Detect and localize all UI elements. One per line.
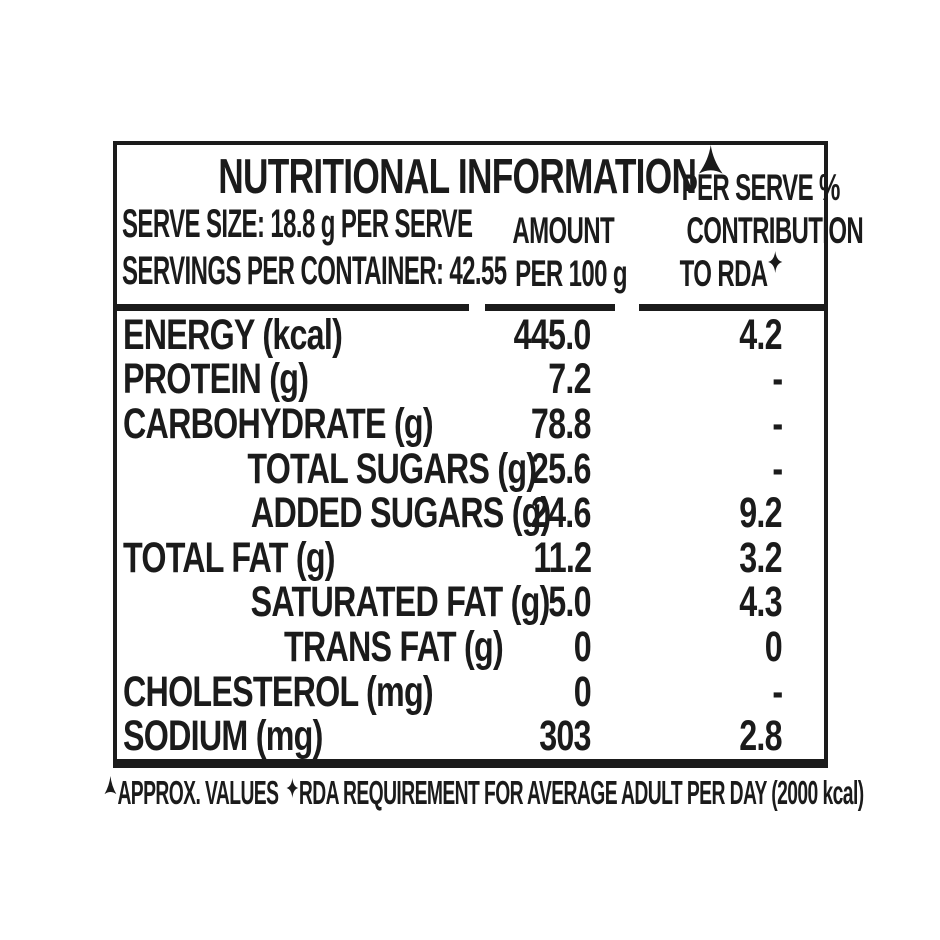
row-protein: PROTEIN (g) 7.2 - bbox=[117, 358, 824, 403]
row-total-fat: TOTAL FAT (g) 11.2 3.2 bbox=[117, 536, 824, 581]
serve-size-text: SERVE SIZE: 18.8 g PER SERVE bbox=[122, 202, 473, 246]
nutrient-rda-percent: 3.2 bbox=[739, 533, 782, 582]
row-saturated-fat: SATURATED FAT (g) 5.0 4.3 bbox=[117, 581, 824, 626]
row-cholesterol: CHOLESTEROL (mg) 0 - bbox=[117, 670, 824, 715]
nutrient-name: SATURATED FAT (g) bbox=[250, 578, 551, 627]
nutrient-rda-percent: 4.3 bbox=[739, 578, 782, 627]
amount-header-line2: PER 100 g bbox=[515, 253, 627, 294]
nutrient-amount: 445.0 bbox=[514, 310, 592, 359]
footnote-rda-requirement: RDA REQUIREMENT FOR AVERAGE ADULT PER DA… bbox=[298, 774, 864, 811]
nutrient-rda-percent: 2.8 bbox=[739, 712, 782, 761]
footnotes: APPROX. VALUES RDA REQUIREMENT FOR AVERA… bbox=[104, 776, 940, 809]
servings-per-container-text: SERVINGS PER CONTAINER: 42.55 bbox=[122, 249, 507, 293]
nutrient-rda-percent: 0 bbox=[764, 622, 783, 671]
panel-title: NUTRITIONAL INFORMATION bbox=[217, 149, 697, 204]
nutrient-name: TOTAL SUGARS (g) bbox=[247, 444, 537, 493]
nutrient-amount: 78.8 bbox=[531, 399, 592, 448]
nutrient-name: ADDED SUGARS (g) bbox=[250, 489, 552, 538]
header-amount-per-100g: AMOUNT PER 100 g bbox=[485, 203, 628, 311]
table-header: SERVE SIZE: 18.8 g PER SERVE SERVINGS PE… bbox=[117, 169, 864, 311]
nutrient-rda-percent: 4.2 bbox=[739, 310, 782, 359]
nutrient-amount: 25.6 bbox=[531, 444, 592, 493]
header-serving-info: SERVE SIZE: 18.8 g PER SERVE SERVINGS PE… bbox=[117, 202, 507, 311]
nutrient-amount: 24.6 bbox=[531, 489, 592, 538]
nutrient-name: ENERGY (kcal) bbox=[123, 310, 343, 359]
nutrient-rda-percent: - bbox=[772, 355, 783, 404]
nutrition-facts-panel: NUTRITIONAL INFORMATION SERVE SIZE: 18.8… bbox=[113, 141, 864, 768]
three-pointed-star-icon bbox=[698, 144, 723, 174]
panel-title-row: NUTRITIONAL INFORMATION bbox=[117, 144, 824, 204]
nutrient-amount: 7.2 bbox=[548, 355, 591, 404]
three-pointed-star-icon bbox=[104, 776, 117, 795]
rda-header-line2: CONTRIBUTION bbox=[686, 210, 864, 251]
nutrient-name: CHOLESTEROL (mg) bbox=[123, 667, 434, 716]
footnote-approx-values: APPROX. VALUES bbox=[117, 774, 279, 811]
rda-header-line3: TO RDA bbox=[680, 253, 769, 294]
nutrient-rda-percent: - bbox=[772, 399, 783, 448]
four-pointed-star-icon bbox=[286, 777, 299, 798]
nutrient-amount: 5.0 bbox=[548, 578, 591, 627]
row-carbohydrate: CARBOHYDRATE (g) 78.8 - bbox=[117, 402, 824, 447]
row-added-sugars: ADDED SUGARS (g) 24.6 9.2 bbox=[117, 491, 824, 536]
nutrient-amount: 0 bbox=[573, 667, 592, 716]
nutrient-name: TRANS FAT (g) bbox=[284, 622, 504, 671]
row-trans-fat: TRANS FAT (g) 0 0 bbox=[117, 625, 824, 670]
row-sodium: SODIUM (mg) 303 2.8 bbox=[117, 714, 824, 759]
nutrient-name: PROTEIN (g) bbox=[123, 355, 309, 404]
nutrient-rda-percent: 9.2 bbox=[739, 489, 782, 538]
row-energy: ENERGY (kcal) 445.0 4.2 bbox=[117, 313, 824, 358]
nutrient-table-body: ENERGY (kcal) 445.0 4.2 PROTEIN (g) 7.2 … bbox=[117, 311, 824, 759]
header-per-serve-rda: PER SERVE % CONTRIBUTION TO RDA bbox=[639, 169, 864, 311]
row-total-sugars: TOTAL SUGARS (g) 25.6 - bbox=[117, 447, 824, 492]
nutrient-amount: 11.2 bbox=[533, 533, 592, 582]
nutrient-name: TOTAL FAT (g) bbox=[123, 533, 336, 582]
four-pointed-star-icon bbox=[768, 251, 783, 273]
nutrient-rda-percent: - bbox=[772, 667, 783, 716]
nutrient-amount: 303 bbox=[539, 712, 591, 761]
nutrient-name: SODIUM (mg) bbox=[123, 712, 323, 761]
amount-header-line1: AMOUNT bbox=[512, 210, 615, 251]
nutrient-amount: 0 bbox=[573, 622, 592, 671]
nutrient-name: CARBOHYDRATE (g) bbox=[123, 399, 434, 448]
nutrient-rda-percent: - bbox=[772, 444, 783, 493]
rda-header-line1: PER SERVE % bbox=[681, 167, 841, 208]
